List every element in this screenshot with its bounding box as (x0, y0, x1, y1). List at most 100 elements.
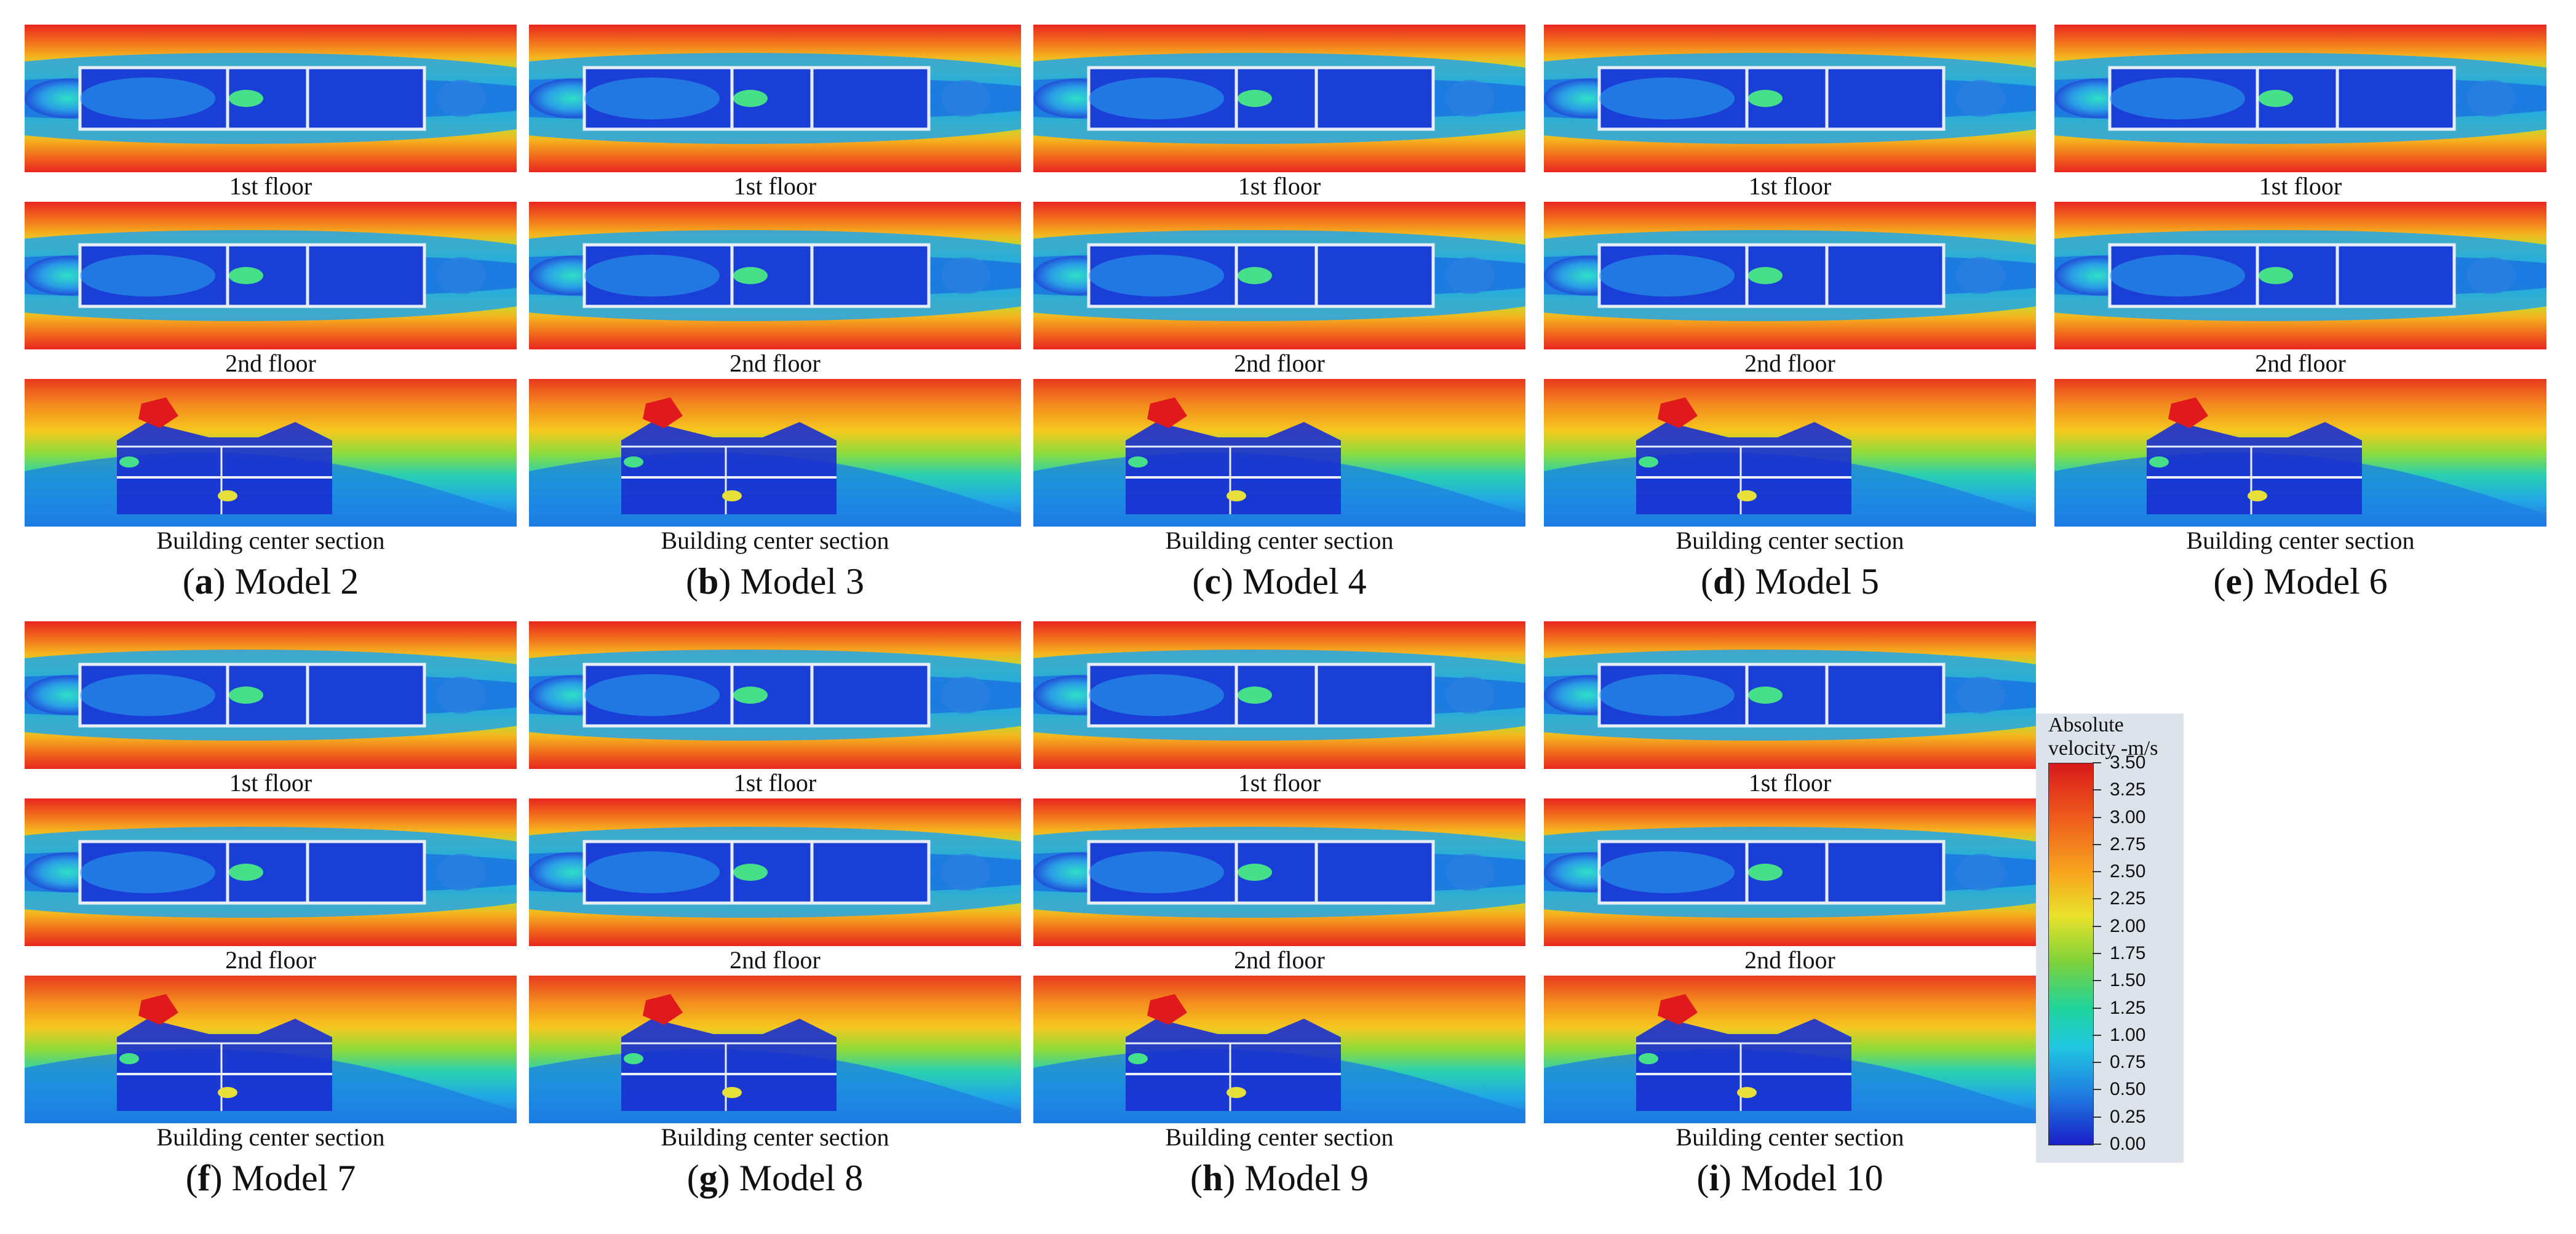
plot-center-section (1544, 379, 2036, 527)
plot-2nd-floor (25, 798, 517, 946)
caption-letter: h (1202, 1158, 1223, 1198)
plot-1st-floor (1033, 621, 1525, 769)
legend-tick-mark (2093, 871, 2101, 873)
caption: (f) Model 7 (185, 1158, 356, 1198)
caption-model-name: Model 2 (234, 561, 359, 602)
panel-label-center-section: Building center section (1165, 527, 1394, 554)
panel-label-1st-floor: 1st floor (1238, 769, 1321, 797)
caption-model-name: Model 5 (1755, 561, 1879, 602)
plot-2nd-floor (529, 798, 1021, 946)
caption: (a) Model 2 (182, 561, 359, 602)
caption-model-name: Model 8 (739, 1158, 864, 1198)
plot-1st-floor (529, 25, 1021, 172)
legend-tick-label: 0.25 (2110, 1106, 2146, 1127)
legend-tick-label: 0.00 (2110, 1134, 2146, 1154)
caption-letter: b (698, 561, 719, 602)
caption: (b) Model 3 (686, 561, 864, 602)
caption: (c) Model 4 (1192, 561, 1367, 602)
legend-tick-mark (2093, 898, 2101, 900)
panel-label-1st-floor: 1st floor (229, 769, 312, 797)
panel-label-center-section: Building center section (1165, 1123, 1394, 1151)
panel-label-2nd-floor: 2nd floor (729, 349, 821, 377)
panel-label-center-section: Building center section (156, 1123, 385, 1151)
legend-tick-label: 1.00 (2110, 1024, 2146, 1045)
panel-label-center-section: Building center section (661, 1123, 889, 1151)
plot-2nd-floor (1544, 202, 2036, 349)
plot-2nd-floor (25, 202, 517, 349)
legend-tick-label: 1.50 (2110, 970, 2146, 991)
caption-model-name: Model 6 (2263, 561, 2388, 602)
legend-tick-label: 0.75 (2110, 1052, 2146, 1073)
plot-center-section (1033, 976, 1525, 1123)
caption-letter: i (1709, 1158, 1719, 1198)
plot-center-section (25, 379, 517, 527)
legend-tick-mark (2093, 1007, 2101, 1009)
plot-1st-floor (529, 621, 1021, 769)
caption-letter: d (1712, 561, 1734, 602)
panel-label-center-section: Building center section (1676, 1123, 1904, 1151)
legend-tick-mark (2093, 953, 2101, 954)
legend-title-line2: velocity -m/s (2048, 737, 2158, 760)
caption-model-name: Model 4 (1242, 561, 1367, 602)
legend-tick-mark (2093, 816, 2101, 818)
panel-label-2nd-floor: 2nd floor (1744, 349, 1835, 377)
caption: (e) Model 6 (2213, 561, 2388, 602)
caption: (h) Model 9 (1190, 1158, 1369, 1198)
caption-model-name: Model 9 (1244, 1158, 1369, 1198)
plot-1st-floor (2054, 25, 2546, 172)
legend-tick-mark (2093, 843, 2101, 845)
legend-tick-label: 1.75 (2110, 943, 2146, 963)
panel-label-1st-floor: 1st floor (1238, 172, 1321, 200)
legend-tick-label: 2.00 (2110, 915, 2146, 936)
legend-tick-label: 3.00 (2110, 806, 2146, 827)
caption: (i) Model 10 (1696, 1158, 1883, 1198)
plot-1st-floor (1544, 25, 2036, 172)
panel-label-center-section: Building center section (2186, 527, 2415, 554)
panel-label-1st-floor: 1st floor (733, 172, 817, 200)
caption-letter: e (2225, 561, 2242, 602)
legend-tick-label: 0.50 (2110, 1079, 2146, 1100)
panel-label-1st-floor: 1st floor (2259, 172, 2342, 200)
caption-letter: a (194, 561, 213, 602)
plot-1st-floor (25, 621, 517, 769)
plot-2nd-floor (2054, 202, 2546, 349)
legend-tick-label: 3.50 (2110, 752, 2146, 773)
panel-label-2nd-floor: 2nd floor (1234, 349, 1325, 377)
legend-tick-mark (2093, 762, 2101, 763)
legend-tick-mark (2093, 1062, 2101, 1064)
panel-label-center-section: Building center section (661, 527, 889, 554)
plot-center-section (529, 379, 1021, 527)
legend-title-line1: Absolute (2048, 714, 2124, 736)
panel-label-1st-floor: 1st floor (229, 172, 312, 200)
plot-2nd-floor (1544, 798, 2036, 946)
plot-center-section (2054, 379, 2546, 527)
panel-label-2nd-floor: 2nd floor (225, 349, 316, 377)
caption: (g) Model 8 (686, 1158, 864, 1198)
panel-label-2nd-floor: 2nd floor (225, 946, 316, 974)
panel-label-center-section: Building center section (156, 527, 385, 554)
legend-tick-label: 2.25 (2110, 888, 2146, 909)
caption-letter: f (197, 1158, 210, 1198)
legend-tick-mark (2093, 1089, 2101, 1091)
legend-tick-mark (2093, 980, 2101, 982)
legend-tick-mark (2093, 789, 2101, 791)
plot-center-section (1544, 976, 2036, 1123)
plot-center-section (1033, 379, 1525, 527)
legend-color-bar (2048, 763, 2094, 1145)
caption-letter: g (699, 1158, 718, 1198)
caption-model-name: Model 3 (740, 561, 864, 602)
legend-tick-label: 2.75 (2110, 834, 2146, 854)
velocity-legend: Absolute velocity -m/s 3.50 3.25 3.00 2.75 2… (2036, 714, 2184, 1163)
legend-title: Absolute velocity -m/s (2048, 714, 2196, 760)
caption: (d) Model 5 (1701, 561, 1879, 602)
panel-label-1st-floor: 1st floor (1748, 769, 1832, 797)
panel-label-1st-floor: 1st floor (1748, 172, 1832, 200)
plot-1st-floor (1544, 621, 2036, 769)
legend-tick-label: 3.25 (2110, 779, 2146, 800)
plot-1st-floor (1033, 25, 1525, 172)
caption-letter: c (1204, 561, 1221, 602)
panel-label-2nd-floor: 2nd floor (1234, 946, 1325, 974)
panel-label-2nd-floor: 2nd floor (1744, 946, 1835, 974)
panel-label-2nd-floor: 2nd floor (2255, 349, 2346, 377)
